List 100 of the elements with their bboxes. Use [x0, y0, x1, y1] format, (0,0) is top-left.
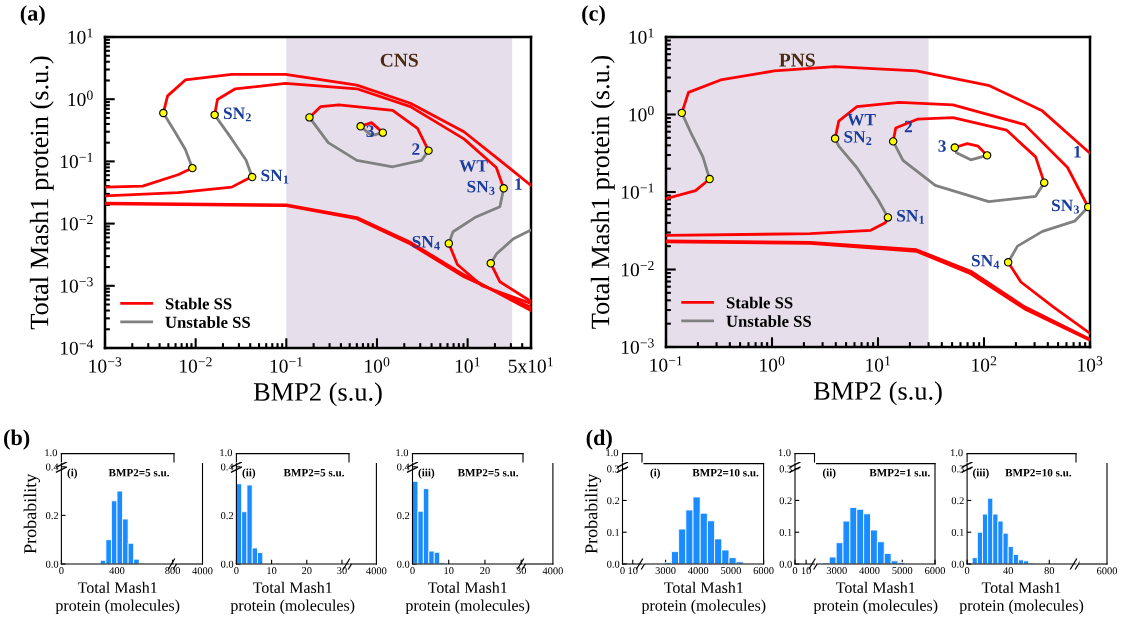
x-tick-label: 10$^{−1}$ — [650, 356, 682, 372]
annotation: BMP2=5 s.u. — [283, 468, 345, 477]
text: (a) — [20, 5, 45, 26]
x-tick-label: 800 — [165, 567, 181, 575]
annotation: 3 — [366, 125, 374, 137]
x-tick-label: 10$^{2}$ — [972, 356, 997, 372]
y-tick-label: 10$^{1}$ — [68, 28, 93, 44]
y-axis-title: Total Mash1 protein (s.u.) — [29, 56, 54, 330]
annotation: 1 — [1074, 145, 1081, 158]
y-tick-label: 0.2 — [46, 512, 59, 520]
band-label: PNS — [779, 53, 815, 67]
y-tick-label: 0.1 — [951, 528, 964, 536]
x-tick-label: 10$^{1}$ — [455, 357, 480, 373]
x-tick-label: 0 — [964, 567, 970, 575]
x-tick-label: 4000 — [688, 567, 709, 575]
legend-label: Unstable SS — [726, 315, 811, 327]
x-tick-label: 10 — [444, 567, 454, 575]
legend-label: Unstable SS — [165, 316, 250, 328]
x-tick-label: 10$^{0}$ — [365, 357, 390, 373]
annotation: (ii) — [242, 468, 256, 479]
annotation: SN$_{4}$ — [412, 235, 440, 250]
band-label: CNS — [380, 53, 418, 67]
annotation: WT — [459, 160, 488, 172]
y-tick-label: 0.4 — [46, 463, 59, 471]
annotation: BMP2=10 s.u. — [692, 468, 759, 477]
y-tick-label: 0.3 — [779, 465, 792, 473]
text: 1.0 — [606, 449, 619, 457]
x-axis-title: BMP2 (s.u.) — [813, 381, 942, 406]
text: 1.0 — [396, 449, 409, 457]
x-tick-label: 20 — [302, 567, 312, 575]
x-tick-label: 20 — [480, 567, 490, 575]
x-tick-label: 10 — [801, 567, 811, 575]
x-tick-label: 5000 — [892, 567, 913, 575]
y-tick-label: 10$^{−3}$ — [60, 277, 93, 293]
x-tick-label: 0 — [59, 567, 64, 575]
annotation: SN$_{1}$ — [261, 169, 289, 184]
x-tick-label: 10$^{3}$ — [1078, 356, 1103, 372]
annotation: (iii) — [418, 468, 435, 479]
x-tick-label: 5000 — [721, 567, 741, 575]
legend-label: Stable SS — [726, 296, 793, 309]
y-axis-title: Probability — [584, 473, 602, 554]
y-tick-label: 0.0 — [397, 560, 410, 568]
y-tick-label: 10$^{0}$ — [629, 105, 654, 122]
x-tick-label: 10 — [267, 567, 277, 575]
x-axis-title: Total Mash1 protein (molecules) — [230, 581, 355, 615]
x-tick-label: 0 — [620, 567, 625, 575]
annotation: 2 — [412, 143, 420, 155]
x-tick-label: 10 — [628, 567, 638, 575]
y-tick-label: 0.1 — [607, 528, 620, 536]
x-tick-label: 0 — [410, 567, 415, 575]
y-axis-title: Probability — [23, 473, 41, 554]
text: 1.0 — [45, 449, 57, 457]
annotation: BMP2=1 s.u. — [869, 468, 930, 477]
x-tick-label: 0 — [234, 567, 239, 575]
text: (b) — [4, 429, 30, 450]
annotation: 1 — [515, 178, 522, 190]
y-tick-label: 0.2 — [607, 497, 620, 505]
y-tick-label: 10$^{−1}$ — [621, 183, 654, 199]
annotation: WT — [847, 113, 876, 126]
annotation: SN$_{2}$ — [844, 131, 872, 145]
x-tick-label: 30 — [516, 567, 526, 575]
y-tick-label: 10$^{−1}$ — [60, 152, 93, 169]
annotation: (ii) — [822, 468, 836, 479]
y-tick-label: 0.0 — [607, 560, 620, 568]
y-tick-label: 0.1 — [779, 528, 792, 536]
x-tick-label: 30 — [337, 567, 347, 575]
x-axis-title: Total Mash1 protein (molecules) — [813, 581, 938, 615]
y-tick-label: 10$^{1}$ — [629, 28, 654, 44]
x-tick-label: 3000 — [826, 567, 847, 575]
y-tick-label: 10$^{0}$ — [68, 90, 93, 107]
y-axis-title: Total Mash1 protein (s.u.) — [590, 55, 615, 329]
annotation: 3 — [938, 140, 946, 152]
y-tick-label: 0.4 — [221, 463, 234, 471]
x-tick-label: 6000 — [753, 567, 774, 575]
x-tick-label: 3000 — [655, 567, 676, 575]
text: 1.0 — [951, 449, 963, 457]
y-tick-label: 0.0 — [951, 560, 964, 568]
x-tick-label: 0 — [792, 567, 798, 575]
x-axis-title: Total Mash1 protein (molecules) — [959, 581, 1084, 615]
legend-label: Stable SS — [165, 297, 232, 310]
text: 1.0 — [778, 449, 791, 457]
text: (d) — [586, 429, 612, 450]
y-tick-label: 0.4 — [397, 463, 410, 471]
x-axis-title: Total Mash1 protein (molecules) — [55, 581, 180, 615]
y-tick-label: 10$^{−4}$ — [60, 339, 94, 355]
x-tick-label: 6000 — [925, 567, 946, 575]
x-axis-title: Total Mash1 protein (molecules) — [641, 581, 766, 615]
y-tick-label: 0.2 — [779, 497, 792, 505]
annotation: BMP2=5 s.u. — [108, 468, 170, 477]
y-tick-label: 0.2 — [221, 512, 234, 520]
x-tick-label: 400 — [109, 567, 125, 575]
annotation: (i) — [67, 468, 78, 479]
y-tick-label: 0.3 — [951, 465, 964, 473]
x-tick-label: 4000 — [859, 567, 880, 575]
annotation: BMP2=5 s.u. — [457, 468, 519, 477]
annotation: SN$_{1}$ — [897, 209, 925, 224]
y-tick-label: 0.0 — [221, 560, 234, 568]
annotation: BMP2=10 s.u. — [1005, 468, 1072, 477]
y-tick-label: 0.2 — [951, 497, 964, 505]
x-axis-title: BMP2 (s.u.) — [253, 382, 382, 407]
